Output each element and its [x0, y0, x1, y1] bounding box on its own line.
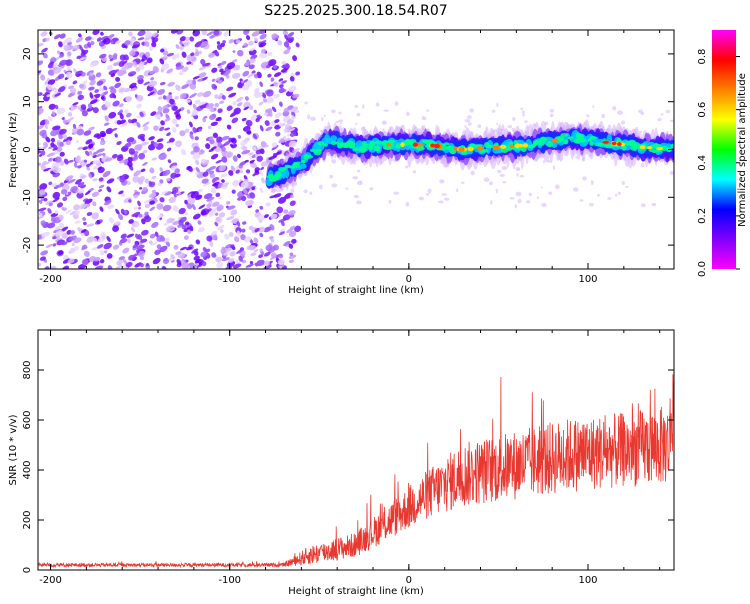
colorbar: 0.0 0.2 0.4 0.6 0.8 Normalized spectral ampl…: [697, 30, 748, 277]
x-tick-label: 0: [406, 274, 412, 285]
y-tick-label: 0: [22, 146, 33, 152]
snr-panel: -200 -100 0 100 0 200 400 600 800 Height of stra…: [8, 329, 675, 597]
colorbar-tick-label: 0.0: [697, 261, 708, 277]
figure-title: S225.2025.300.18.54.R07: [264, 3, 447, 19]
y-tick-label: -10: [22, 189, 33, 205]
snr-axes: -200 -100 0 100 0 200 400 600 800: [22, 330, 674, 586]
y-tick-label: -20: [22, 237, 33, 253]
y-tick-label: 0: [22, 567, 33, 573]
y-tick-label: 800: [22, 360, 33, 379]
y-tick-label: 20: [22, 48, 33, 61]
colorbar-tick-label: 0.8: [697, 49, 708, 65]
snr-x-label: Height of straight line (km): [288, 586, 424, 597]
spectrogram-image: [38, 30, 674, 269]
x-tick-label: 100: [578, 274, 597, 285]
colorbar-label: Normalized spectral amplitude: [737, 73, 748, 227]
y-tick-label: 10: [22, 95, 33, 108]
x-tick-label: -200: [39, 274, 62, 285]
x-tick-label: 100: [578, 575, 597, 586]
snr-y-label: SNR (10 * v/v): [8, 414, 19, 485]
snr-series-line: [38, 374, 674, 569]
y-tick-label: 400: [22, 460, 33, 479]
spectrogram-x-label: Height of straight line (km): [288, 285, 424, 296]
x-tick-label: 0: [406, 575, 412, 586]
x-tick-label: -100: [218, 575, 241, 586]
snr-frame: [37, 329, 675, 571]
colorbar-gradient: [712, 30, 736, 269]
colorbar-tick-label: 0.2: [697, 208, 708, 224]
x-tick-label: -200: [39, 575, 62, 586]
colorbar-tick-label: 0.6: [697, 102, 708, 118]
colorbar-tick-label: 0.4: [697, 155, 708, 171]
spectrogram-y-label: Frequency (Hz): [8, 112, 19, 188]
colorbar-axes: 0.0 0.2 0.4 0.6 0.8: [697, 49, 740, 277]
x-tick-label: -100: [218, 274, 241, 285]
y-tick-label: 600: [22, 410, 33, 429]
y-tick-label: 200: [22, 510, 33, 529]
